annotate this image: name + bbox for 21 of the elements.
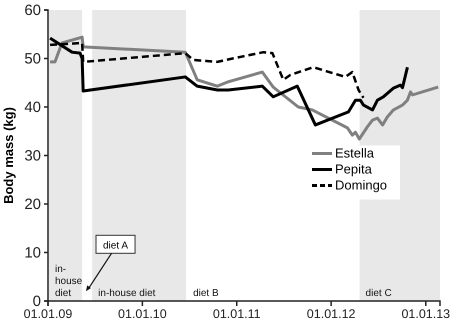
- x-tick-label: 01.01.10: [118, 306, 167, 321]
- y-tick-label: 60: [24, 2, 41, 19]
- annotation: diet A: [103, 240, 128, 252]
- y-tick-label: 20: [24, 196, 41, 213]
- legend-label: Pepita: [335, 162, 373, 176]
- band-label: in-house diet: [98, 288, 156, 299]
- annotation: diet B: [193, 288, 219, 299]
- legend-label: Estella: [335, 146, 375, 160]
- band-label: diet C: [366, 288, 392, 299]
- line-series: [48, 36, 409, 126]
- y-tick-label: 10: [24, 244, 41, 262]
- y-tick-label: 40: [24, 98, 41, 116]
- y-tick-label: 30: [24, 147, 41, 164]
- band-label: in-house diet: [55, 264, 83, 299]
- legend-label: Domingo: [335, 178, 388, 192]
- x-tick-label: 01.01.12: [306, 306, 356, 321]
- line-series: [48, 36, 440, 141]
- y-tick-label: 50: [24, 50, 41, 68]
- x-tick-label: 01.01.13: [401, 306, 450, 321]
- x-tick-label: 01.01.11: [212, 306, 261, 321]
- y-axis-title: Body mass (kg): [1, 107, 16, 204]
